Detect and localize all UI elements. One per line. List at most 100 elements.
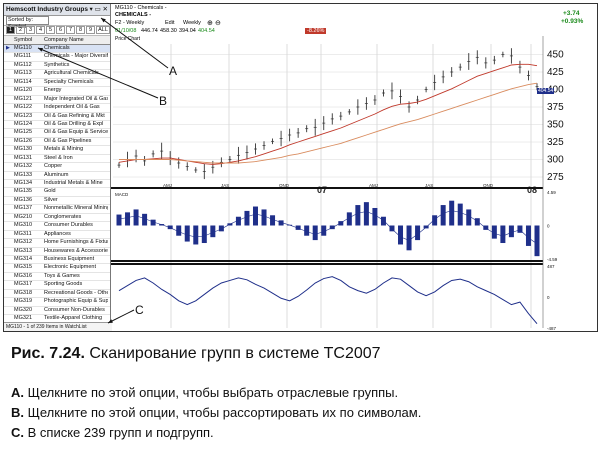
- chart-type-label: Price Chart: [115, 36, 141, 42]
- weekly-button[interactable]: Weekly: [183, 20, 201, 26]
- page-tab-3[interactable]: 3: [26, 26, 35, 34]
- x-tick-label: OND: [279, 183, 290, 188]
- group-name: Consumer Durables: [44, 222, 93, 229]
- page-tab-8[interactable]: 8: [76, 26, 85, 34]
- page-tab-4[interactable]: 4: [36, 26, 45, 34]
- group-row[interactable]: MG210 Conglomerates: [4, 213, 110, 223]
- note-b: B. Щелкните по этой опции, чтобы рассорт…: [11, 405, 421, 420]
- group-row[interactable]: MG131 Steel & Iron: [4, 155, 110, 164]
- page-tab-7[interactable]: 7: [66, 26, 75, 34]
- period-selector[interactable]: F2 - Weekly: [115, 20, 145, 26]
- group-name: Recreational Goods - Other: [44, 289, 108, 296]
- group-row[interactable]: MG134 Industrial Metals & Mine: [4, 180, 110, 189]
- group-row[interactable]: MG124 Oil & Gas Drilling & Expl: [4, 120, 110, 130]
- group-name: Oil & Gas Pipelines: [44, 137, 92, 144]
- page-tab-9[interactable]: 9: [86, 26, 95, 34]
- macd-bar: [380, 216, 386, 226]
- group-row[interactable]: MG126 Oil & Gas Pipelines: [4, 137, 110, 147]
- page-tab-5[interactable]: 5: [46, 26, 55, 34]
- watchlist-title-bar[interactable]: Hemscott Industry Groups ▾ ▭ ✕: [4, 4, 110, 16]
- group-symbol: MG137: [14, 205, 33, 212]
- group-row[interactable]: MG312 Home Furnishings & Fixture: [4, 239, 110, 248]
- figure-caption: Рис. 7.24. Сканирование групп в системе …: [11, 345, 381, 363]
- group-row[interactable]: MG130 Metals & Mining: [4, 146, 110, 155]
- group-symbol: MG122: [14, 104, 33, 111]
- group-symbol: MG316: [14, 272, 33, 279]
- group-row[interactable]: MG313 Housewares & Accessories: [4, 248, 110, 256]
- group-name: Major Integrated Oil & Gas: [44, 95, 108, 102]
- group-row[interactable]: MG315 Electronic Equipment: [4, 264, 110, 273]
- macd-bar: [372, 207, 378, 226]
- page-tab-all[interactable]: ALL: [96, 26, 110, 34]
- group-row[interactable]: MG318 Recreational Goods - Other: [4, 289, 110, 299]
- page-tab-6[interactable]: 6: [56, 26, 65, 34]
- date-value: 01/10/08: [115, 28, 137, 34]
- macd-bar: [235, 216, 241, 226]
- low-value: 394.04: [179, 28, 196, 34]
- macd-bar: [244, 210, 250, 226]
- window-controls[interactable]: ▾ ▭ ✕: [89, 6, 108, 13]
- group-row[interactable]: MG125 Oil & Gas Equip & Service: [4, 129, 110, 138]
- note-a-letter: A.: [11, 385, 24, 400]
- screenshot-frame: Hemscott Industry Groups ▾ ▭ ✕ Sorted by…: [3, 3, 598, 332]
- group-row[interactable]: MG319 Photographic Equip & Supplies: [4, 298, 110, 307]
- macd-bar: [483, 225, 489, 230]
- group-row[interactable]: MG121 Major Integrated Oil & Gas: [4, 95, 110, 105]
- x-tick-label: AMJ: [163, 183, 172, 188]
- group-row[interactable]: MG136 Silver: [4, 197, 110, 206]
- group-row[interactable]: MG311 Appliances: [4, 231, 110, 240]
- group-row[interactable]: MG320 Consumer Non-Durables: [4, 307, 110, 315]
- symbol-column-header[interactable]: Symbol: [14, 37, 33, 43]
- zoom-in-icon[interactable]: ⊕: [207, 20, 213, 27]
- group-row[interactable]: MG114 Specialty Chemicals: [4, 78, 110, 88]
- group-row[interactable]: MG316 Toys & Games: [4, 272, 110, 282]
- group-row[interactable]: MG113 Agricultural Chemicals: [4, 70, 110, 79]
- chart-canvas[interactable]: 450 425 400 375 350 325 300 275 AMJ JAS OND 07 AMJ JA…: [111, 4, 597, 331]
- macd-bar: [295, 225, 301, 230]
- group-name: Textile-Apparel Clothing: [44, 315, 103, 321]
- y-tick-label: 325: [547, 137, 564, 148]
- oscillator-y-tick: 487: [547, 264, 555, 269]
- group-row[interactable]: MG111 Chemicals - Major Diversified: [4, 53, 110, 62]
- group-symbol: MG314: [14, 255, 33, 262]
- page-tab-1[interactable]: 1: [6, 26, 15, 34]
- group-symbol: MG112: [14, 61, 32, 68]
- watchlist-title: Hemscott Industry Groups: [6, 6, 88, 13]
- x-tick-label: JAS: [221, 183, 229, 188]
- x-tick-label: 07: [317, 185, 327, 195]
- group-symbol: MG111: [14, 53, 32, 60]
- moving-average-line: [118, 63, 538, 165]
- group-row[interactable]: MG317 Sporting Goods: [4, 281, 110, 290]
- chart-panel: 450 425 400 375 350 325 300 275 AMJ JAS OND 07 AMJ JA…: [111, 4, 597, 331]
- group-symbol: MG114: [14, 78, 32, 85]
- group-row[interactable]: MG120 Energy: [4, 87, 110, 96]
- price-tag: 404.54: [537, 88, 555, 94]
- group-name: Conglomerates: [44, 213, 82, 220]
- group-row[interactable]: MG310 Consumer Durables: [4, 222, 110, 231]
- group-row[interactable]: MG137 Nonmetallic Mineral Mining: [4, 205, 110, 214]
- edit-button[interactable]: Edit: [165, 20, 175, 26]
- group-symbol: MG313: [14, 247, 33, 254]
- macd-bar: [304, 225, 310, 236]
- group-row[interactable]: MG314 Business Equipment: [4, 255, 110, 265]
- group-row[interactable]: MG122 Independent Oil & Gas: [4, 104, 110, 113]
- column-header: Symbol Company Name: [4, 36, 110, 45]
- y-tick-label: 375: [547, 102, 564, 113]
- sort-dropdown[interactable]: Sorted by: Symbol: [6, 16, 49, 30]
- macd-bar: [500, 225, 506, 244]
- group-row[interactable]: MG133 Aluminum: [4, 172, 110, 180]
- group-row[interactable]: MG135 Gold: [4, 188, 110, 197]
- group-symbol: MG132: [14, 163, 33, 170]
- page-tab-2[interactable]: 2: [16, 26, 25, 34]
- group-row[interactable]: MG112 Synthetics: [4, 61, 110, 71]
- macd-bar: [116, 214, 122, 226]
- macd-bar: [125, 212, 131, 226]
- figure-title: Сканирование групп в системе TC2007: [89, 345, 381, 362]
- name-column-header[interactable]: Company Name: [44, 37, 84, 43]
- group-name: Oil & Gas Drilling & Expl: [44, 120, 104, 127]
- group-row[interactable]: MG123 Oil & Gas Refining & Mkt: [4, 113, 110, 121]
- zoom-out-icon[interactable]: ⊖: [215, 20, 221, 27]
- macd-bar: [167, 225, 173, 230]
- group-row[interactable]: ▶ MG110 Chemicals: [4, 45, 110, 54]
- group-row[interactable]: MG132 Copper: [4, 163, 110, 172]
